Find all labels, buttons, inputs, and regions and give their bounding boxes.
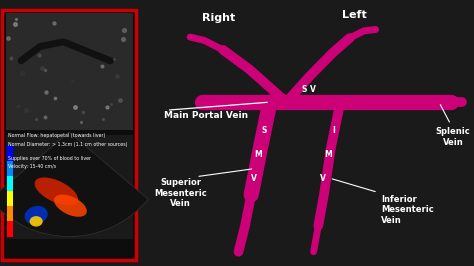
Bar (7, 206, 13, 221)
Bar (7, 191, 13, 206)
Text: Left: Left (342, 10, 367, 20)
Bar (6, 13, 133, 130)
Bar (2, 10, 136, 260)
Ellipse shape (29, 216, 43, 227)
Ellipse shape (35, 177, 78, 205)
Bar (6, 135, 133, 239)
Text: V: V (319, 174, 326, 183)
Text: S: S (261, 126, 266, 135)
Ellipse shape (54, 194, 87, 217)
Text: I: I (332, 126, 335, 135)
Text: M: M (255, 150, 262, 159)
Ellipse shape (25, 206, 48, 225)
Text: Right: Right (201, 13, 235, 23)
Text: Normal Flow: hepatopetal (towards liver): Normal Flow: hepatopetal (towards liver) (8, 133, 105, 138)
Text: Velocity: 15-40 cm/s: Velocity: 15-40 cm/s (8, 164, 56, 169)
Text: Main Portal Vein: Main Portal Vein (164, 111, 248, 120)
Text: Normal Diameter: > 1.3cm (1.1 cm other sources): Normal Diameter: > 1.3cm (1.1 cm other s… (8, 142, 128, 147)
Bar (7, 221, 13, 236)
Wedge shape (0, 132, 148, 236)
Bar (7, 145, 13, 161)
Text: Supplies over 70% of blood to liver: Supplies over 70% of blood to liver (8, 156, 91, 161)
Text: S V: S V (302, 85, 316, 94)
Text: M: M (324, 150, 332, 159)
Bar (7, 176, 13, 191)
Bar (7, 161, 13, 176)
Text: Superior
Mesenteric
Vein: Superior Mesenteric Vein (155, 178, 207, 208)
Text: V: V (251, 174, 256, 183)
Text: Inferior
Mesenteric
Vein: Inferior Mesenteric Vein (381, 195, 434, 225)
Text: Splenic
Vein: Splenic Vein (436, 127, 470, 147)
